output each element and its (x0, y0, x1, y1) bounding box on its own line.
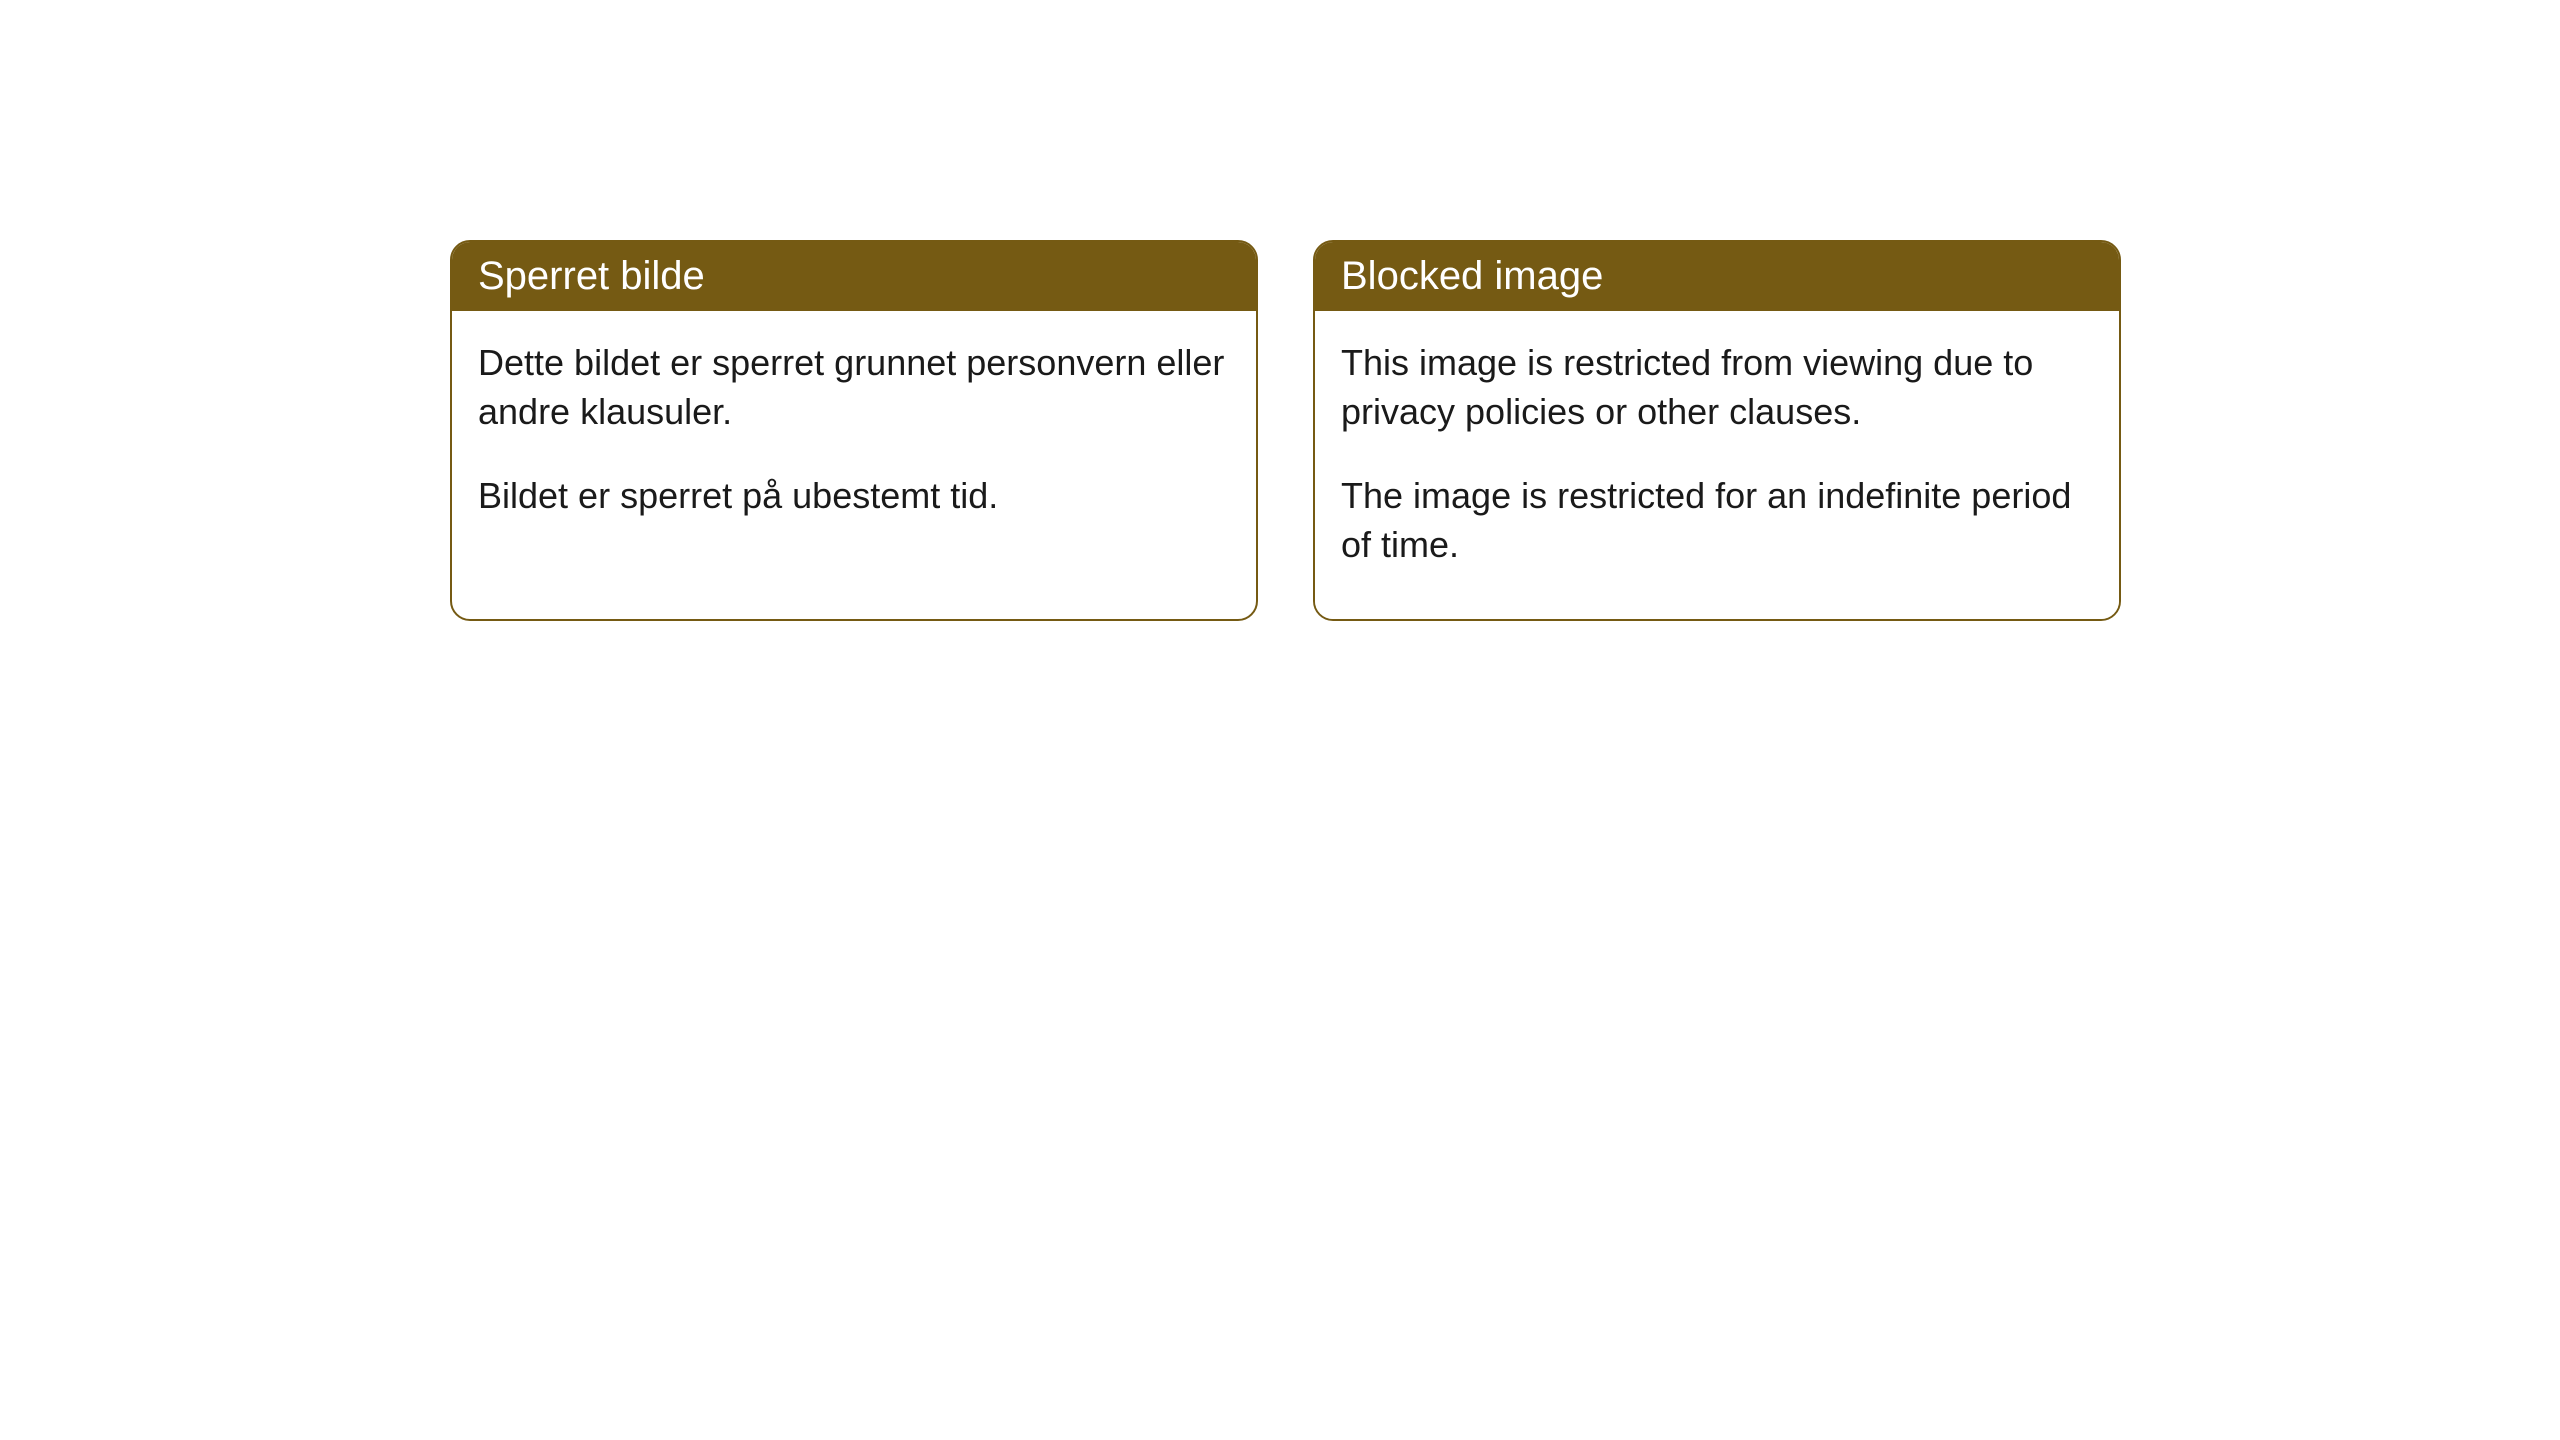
card-header-english: Blocked image (1315, 242, 2119, 311)
card-paragraph: The image is restricted for an indefinit… (1341, 472, 2093, 569)
card-norwegian: Sperret bilde Dette bildet er sperret gr… (450, 240, 1258, 621)
card-body-norwegian: Dette bildet er sperret grunnet personve… (452, 311, 1256, 571)
card-header-norwegian: Sperret bilde (452, 242, 1256, 311)
card-body-english: This image is restricted from viewing du… (1315, 311, 2119, 619)
cards-container: Sperret bilde Dette bildet er sperret gr… (0, 0, 2560, 621)
card-english: Blocked image This image is restricted f… (1313, 240, 2121, 621)
card-paragraph: Bildet er sperret på ubestemt tid. (478, 472, 1230, 521)
card-paragraph: This image is restricted from viewing du… (1341, 339, 2093, 436)
card-paragraph: Dette bildet er sperret grunnet personve… (478, 339, 1230, 436)
